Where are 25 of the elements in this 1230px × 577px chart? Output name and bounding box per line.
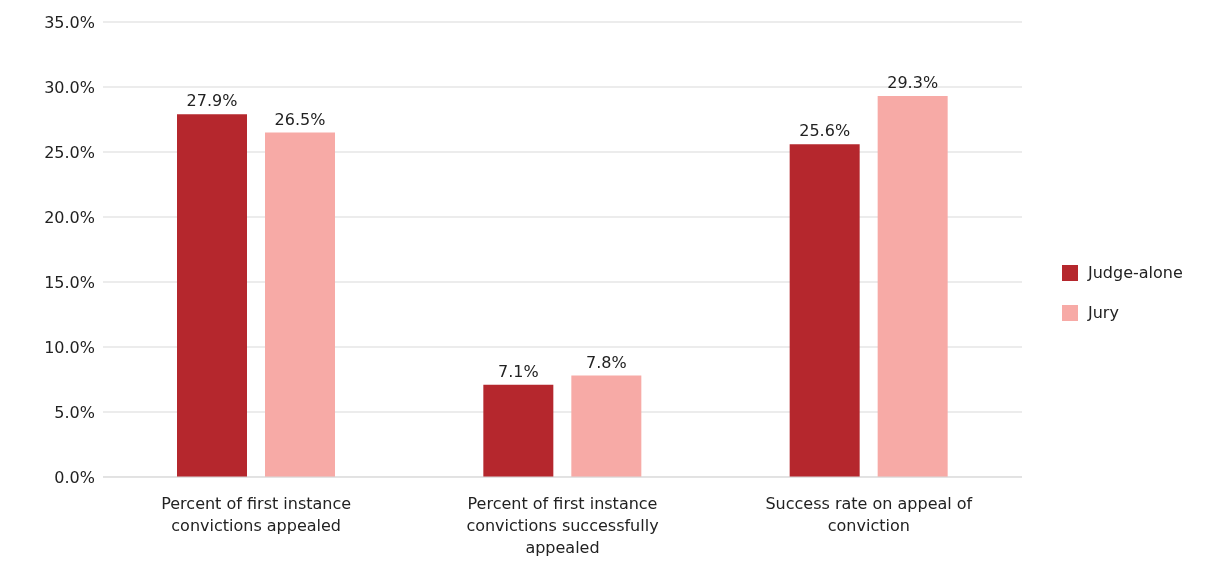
y-tick-label: 20.0% — [44, 207, 95, 227]
data-label: 27.9% — [186, 91, 238, 111]
y-tick-label: 5.0% — [54, 402, 95, 422]
data-label: 29.3% — [887, 73, 939, 93]
x-tick-label: Percent of first instance convictions appealed — [161, 494, 352, 535]
y-tick-label: 25.0% — [44, 142, 95, 162]
bar — [483, 384, 554, 477]
y-tick-label: 15.0% — [44, 272, 95, 292]
data-label: 7.1% — [498, 361, 539, 381]
data-label: 7.8% — [586, 352, 627, 372]
legend-label: Judge-alone — [1088, 262, 1183, 282]
y-tick-label: 35.0% — [44, 12, 95, 32]
data-label: 25.6% — [799, 121, 851, 141]
y-tick-label: 10.0% — [44, 337, 95, 357]
bar — [265, 132, 335, 477]
bar — [789, 144, 860, 477]
bar — [877, 96, 948, 477]
y-tick-label: 30.0% — [44, 77, 95, 97]
legend-label: Jury — [1088, 302, 1119, 322]
bar — [571, 375, 642, 477]
bar — [177, 114, 247, 477]
x-tick-label: Success rate on appeal of conviction — [765, 494, 973, 535]
data-label: 26.5% — [274, 109, 326, 129]
y-tick-label: 0.0% — [54, 467, 95, 487]
x-tick-label: Percent of first instance convictions successfully appealed — [466, 494, 659, 557]
